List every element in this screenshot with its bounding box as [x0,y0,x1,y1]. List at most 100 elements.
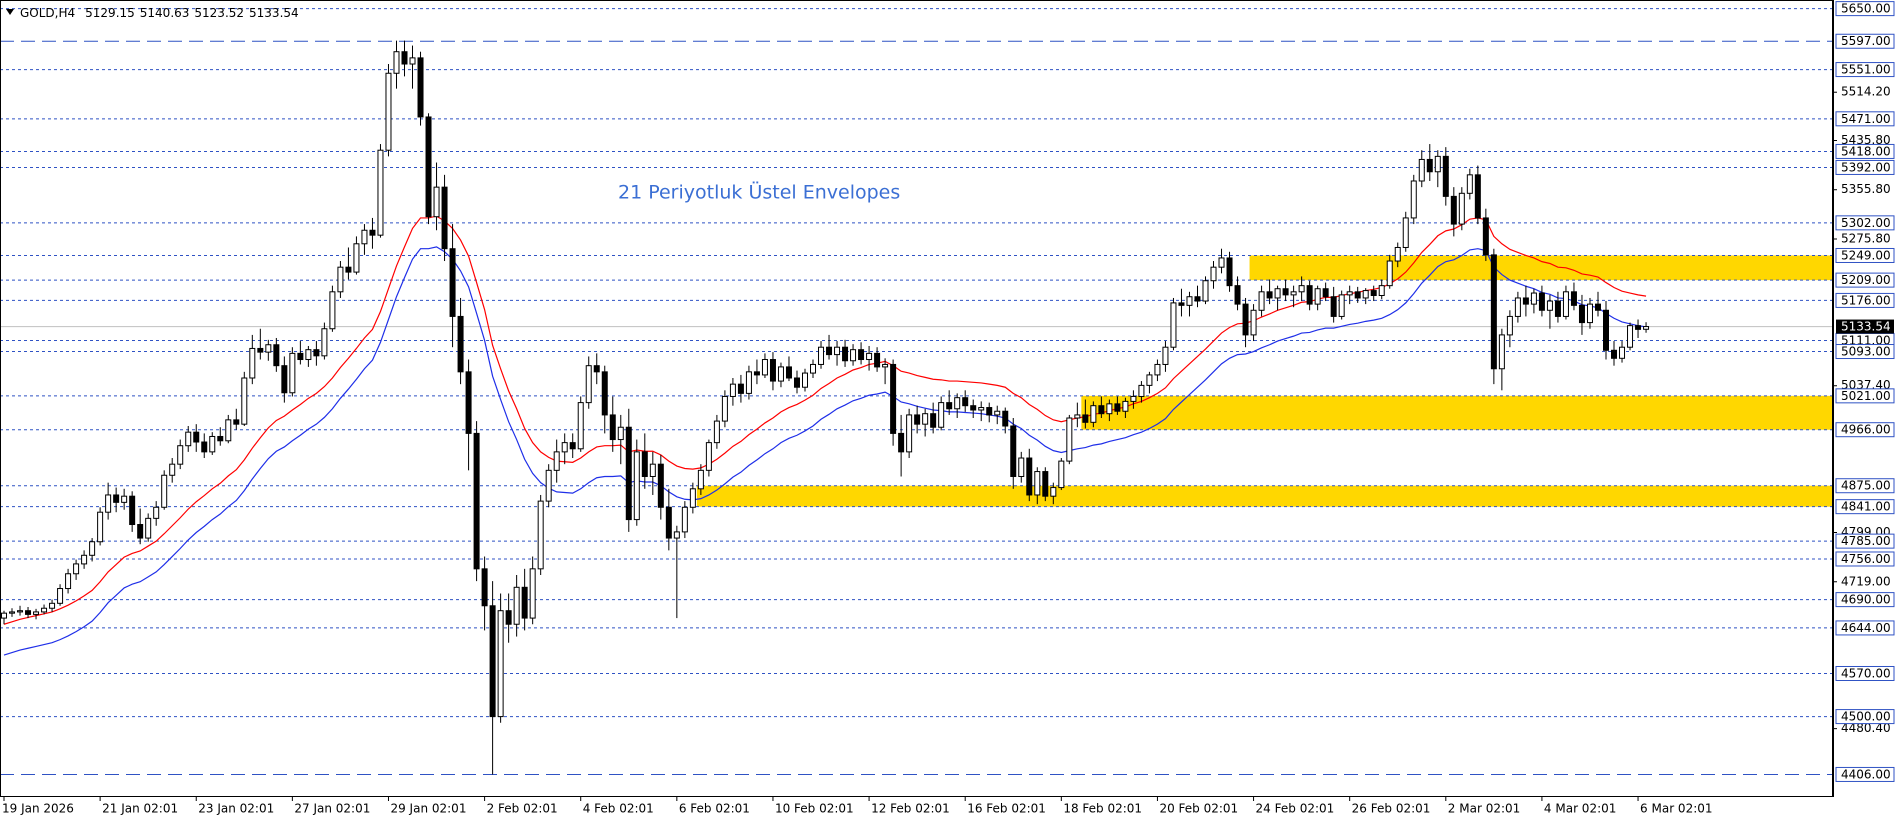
candle-body [1194,296,1201,302]
levels [0,8,1833,775]
level-label-box [1835,478,1895,494]
candle-body [1627,325,1634,348]
candle-body [161,474,168,508]
candle-body [425,116,432,218]
level-label-box [1835,766,1895,782]
y-tick-label: 5355.80 [1841,182,1891,196]
candle-body [1586,303,1593,324]
annotation: 21 Periyotluk Üstel Envelopes [618,181,900,204]
candle-body [970,405,977,411]
candle-body [1258,291,1265,311]
level-label: 4500.00 [1841,710,1891,724]
candle-body [137,524,144,539]
candles [1,40,1650,775]
candle-body [177,445,184,465]
candle-body [65,573,72,590]
candle-body [1498,334,1505,370]
level-label: 4644.00 [1841,621,1891,635]
level-label: 4690.00 [1841,593,1891,607]
x-tick-label: 2 Feb 02:01 [487,802,558,816]
candle-body [1402,217,1409,248]
candle-body [25,610,32,615]
candle-body [1554,300,1561,317]
level-label-box [1835,111,1895,127]
level-label-box [1835,665,1895,681]
candle-body [1170,302,1177,348]
candle-body [1282,288,1289,296]
candle-body [89,541,96,556]
candle-body [737,383,744,394]
level-label-box [1835,620,1895,636]
candle-body [41,607,48,613]
candle-body [185,431,192,447]
candle-body [449,248,456,317]
candle-body [938,402,945,428]
candle-body [1410,180,1417,219]
candle-body [818,346,825,365]
candle-body [57,588,64,604]
candle-body [633,451,640,521]
level-label: 4570.00 [1841,666,1891,680]
candle-body [33,611,40,615]
candle-body [1635,325,1642,330]
x-tick-label: 16 Feb 02:01 [967,802,1046,816]
level-label: 5597.00 [1841,34,1891,48]
symbol: GOLD,H4 [20,6,75,20]
candle-body [241,377,248,425]
candle-body [353,243,360,273]
candle-body [1074,414,1081,419]
y-tick-label: 5435.80 [1841,133,1891,147]
candle-body [609,414,616,441]
candle-body [401,51,408,65]
candle-body [1002,410,1009,427]
x-tick-label: 4 Feb 02:01 [583,802,654,816]
candle-body [1026,457,1033,496]
candle-body [625,426,632,521]
candle-body [753,371,760,376]
candle-body [657,463,664,508]
candle-body [97,511,104,543]
level-label-box [1835,499,1895,515]
candle-body [986,407,993,416]
candle-body [1514,297,1521,317]
x-tick-label: 27 Jan 02:01 [294,802,370,816]
candle-body [810,363,817,374]
level-label-box [1835,709,1895,725]
level-label: 4406.00 [1841,767,1891,781]
candle-body [1042,471,1049,497]
candle-body [1378,285,1385,296]
candle-body [433,186,440,218]
candle-body [1338,294,1345,317]
candle-body [1066,417,1073,462]
candle-body [1098,405,1105,415]
candle-body [673,531,680,539]
candle-body [169,463,176,476]
candle-body [769,359,776,382]
candle-body [1018,457,1025,477]
candle-body [385,72,392,151]
zone [1249,255,1833,281]
candle-body [1138,384,1145,397]
menu-arrow[interactable] [6,9,14,15]
x-tick-label: 4 Mar 02:01 [1544,802,1617,816]
candle-body [826,346,833,356]
candle-body [1010,425,1017,477]
x-tick-label: 24 Feb 02:01 [1256,802,1335,816]
candle-body [1619,346,1626,359]
candle-body [313,349,320,357]
candle-body [73,563,80,575]
envelope-line [3,215,1647,625]
candle-body [81,554,88,565]
candle-body [1418,158,1425,182]
price-label-box [1836,319,1894,334]
candle-body [1082,414,1089,423]
candle-body [393,51,400,74]
x-tick-label: 18 Feb 02:01 [1063,802,1142,816]
candle-body [1522,297,1529,305]
zone [1081,395,1833,430]
level-label-box [1835,143,1895,159]
candle-body [289,352,296,394]
candle-body [890,363,897,434]
candle-body [994,410,1001,416]
